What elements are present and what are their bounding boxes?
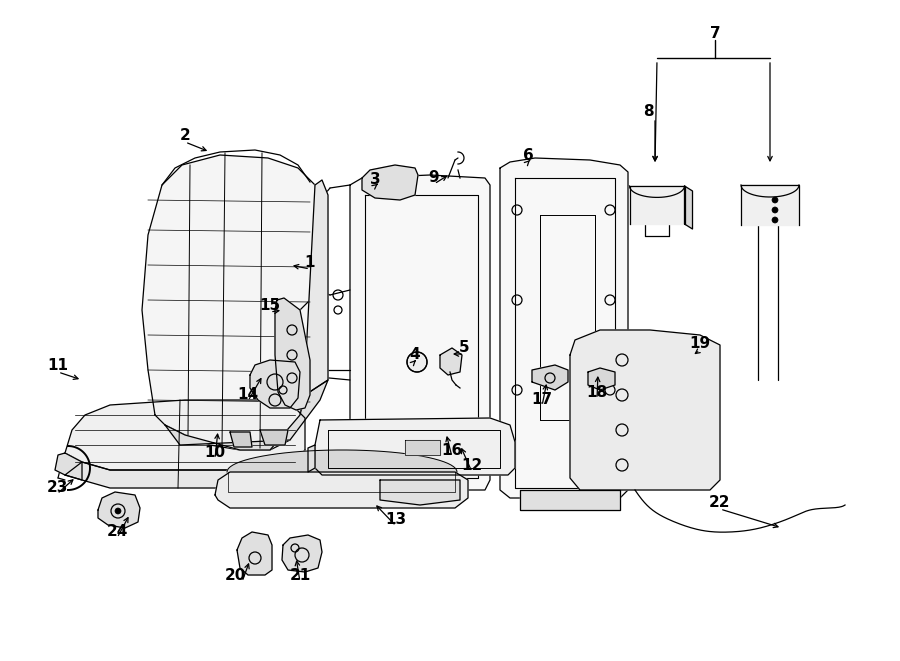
Text: 12: 12 (462, 458, 482, 473)
Text: 19: 19 (689, 336, 711, 351)
Polygon shape (380, 480, 460, 505)
Text: 15: 15 (259, 298, 281, 313)
Polygon shape (275, 298, 310, 410)
Polygon shape (520, 490, 620, 510)
Text: 18: 18 (587, 385, 608, 400)
Polygon shape (142, 155, 322, 450)
Polygon shape (440, 348, 462, 375)
Text: 7: 7 (710, 26, 720, 41)
Circle shape (407, 352, 427, 372)
Polygon shape (532, 365, 568, 390)
Polygon shape (227, 450, 457, 472)
Polygon shape (629, 186, 685, 224)
Polygon shape (308, 445, 315, 472)
Circle shape (772, 217, 778, 223)
Text: 21: 21 (290, 568, 310, 583)
Polygon shape (685, 186, 692, 229)
Text: 1: 1 (305, 255, 315, 270)
Text: 3: 3 (370, 172, 381, 187)
Text: 11: 11 (48, 358, 68, 373)
Polygon shape (315, 418, 515, 475)
Polygon shape (500, 158, 628, 498)
Polygon shape (165, 380, 328, 450)
Text: 22: 22 (709, 495, 731, 510)
Text: 16: 16 (441, 443, 463, 458)
Text: 2: 2 (180, 128, 191, 143)
Text: 20: 20 (224, 568, 246, 583)
Polygon shape (305, 180, 328, 395)
Polygon shape (55, 453, 82, 480)
Polygon shape (629, 186, 685, 198)
Circle shape (772, 197, 778, 203)
Text: 6: 6 (523, 148, 534, 163)
Polygon shape (230, 432, 252, 447)
Text: 4: 4 (410, 347, 420, 362)
Text: 24: 24 (106, 524, 128, 539)
Polygon shape (260, 430, 288, 445)
Polygon shape (282, 535, 322, 572)
Circle shape (115, 508, 121, 514)
Polygon shape (250, 360, 300, 408)
Text: 14: 14 (238, 387, 258, 402)
Text: 10: 10 (204, 445, 226, 460)
Polygon shape (215, 472, 468, 508)
Polygon shape (350, 175, 490, 490)
Polygon shape (362, 165, 418, 200)
Text: 17: 17 (531, 392, 553, 407)
Polygon shape (65, 400, 305, 470)
Polygon shape (405, 440, 440, 455)
Polygon shape (98, 492, 140, 528)
Text: 13: 13 (385, 512, 407, 527)
Text: 8: 8 (643, 104, 653, 119)
Polygon shape (237, 532, 272, 575)
Circle shape (772, 207, 778, 213)
Polygon shape (65, 450, 305, 488)
Polygon shape (741, 185, 799, 197)
Polygon shape (741, 185, 799, 225)
Text: 5: 5 (459, 340, 469, 355)
Polygon shape (588, 368, 615, 390)
Polygon shape (570, 330, 720, 490)
Text: 23: 23 (46, 480, 68, 495)
Text: 9: 9 (428, 170, 439, 185)
